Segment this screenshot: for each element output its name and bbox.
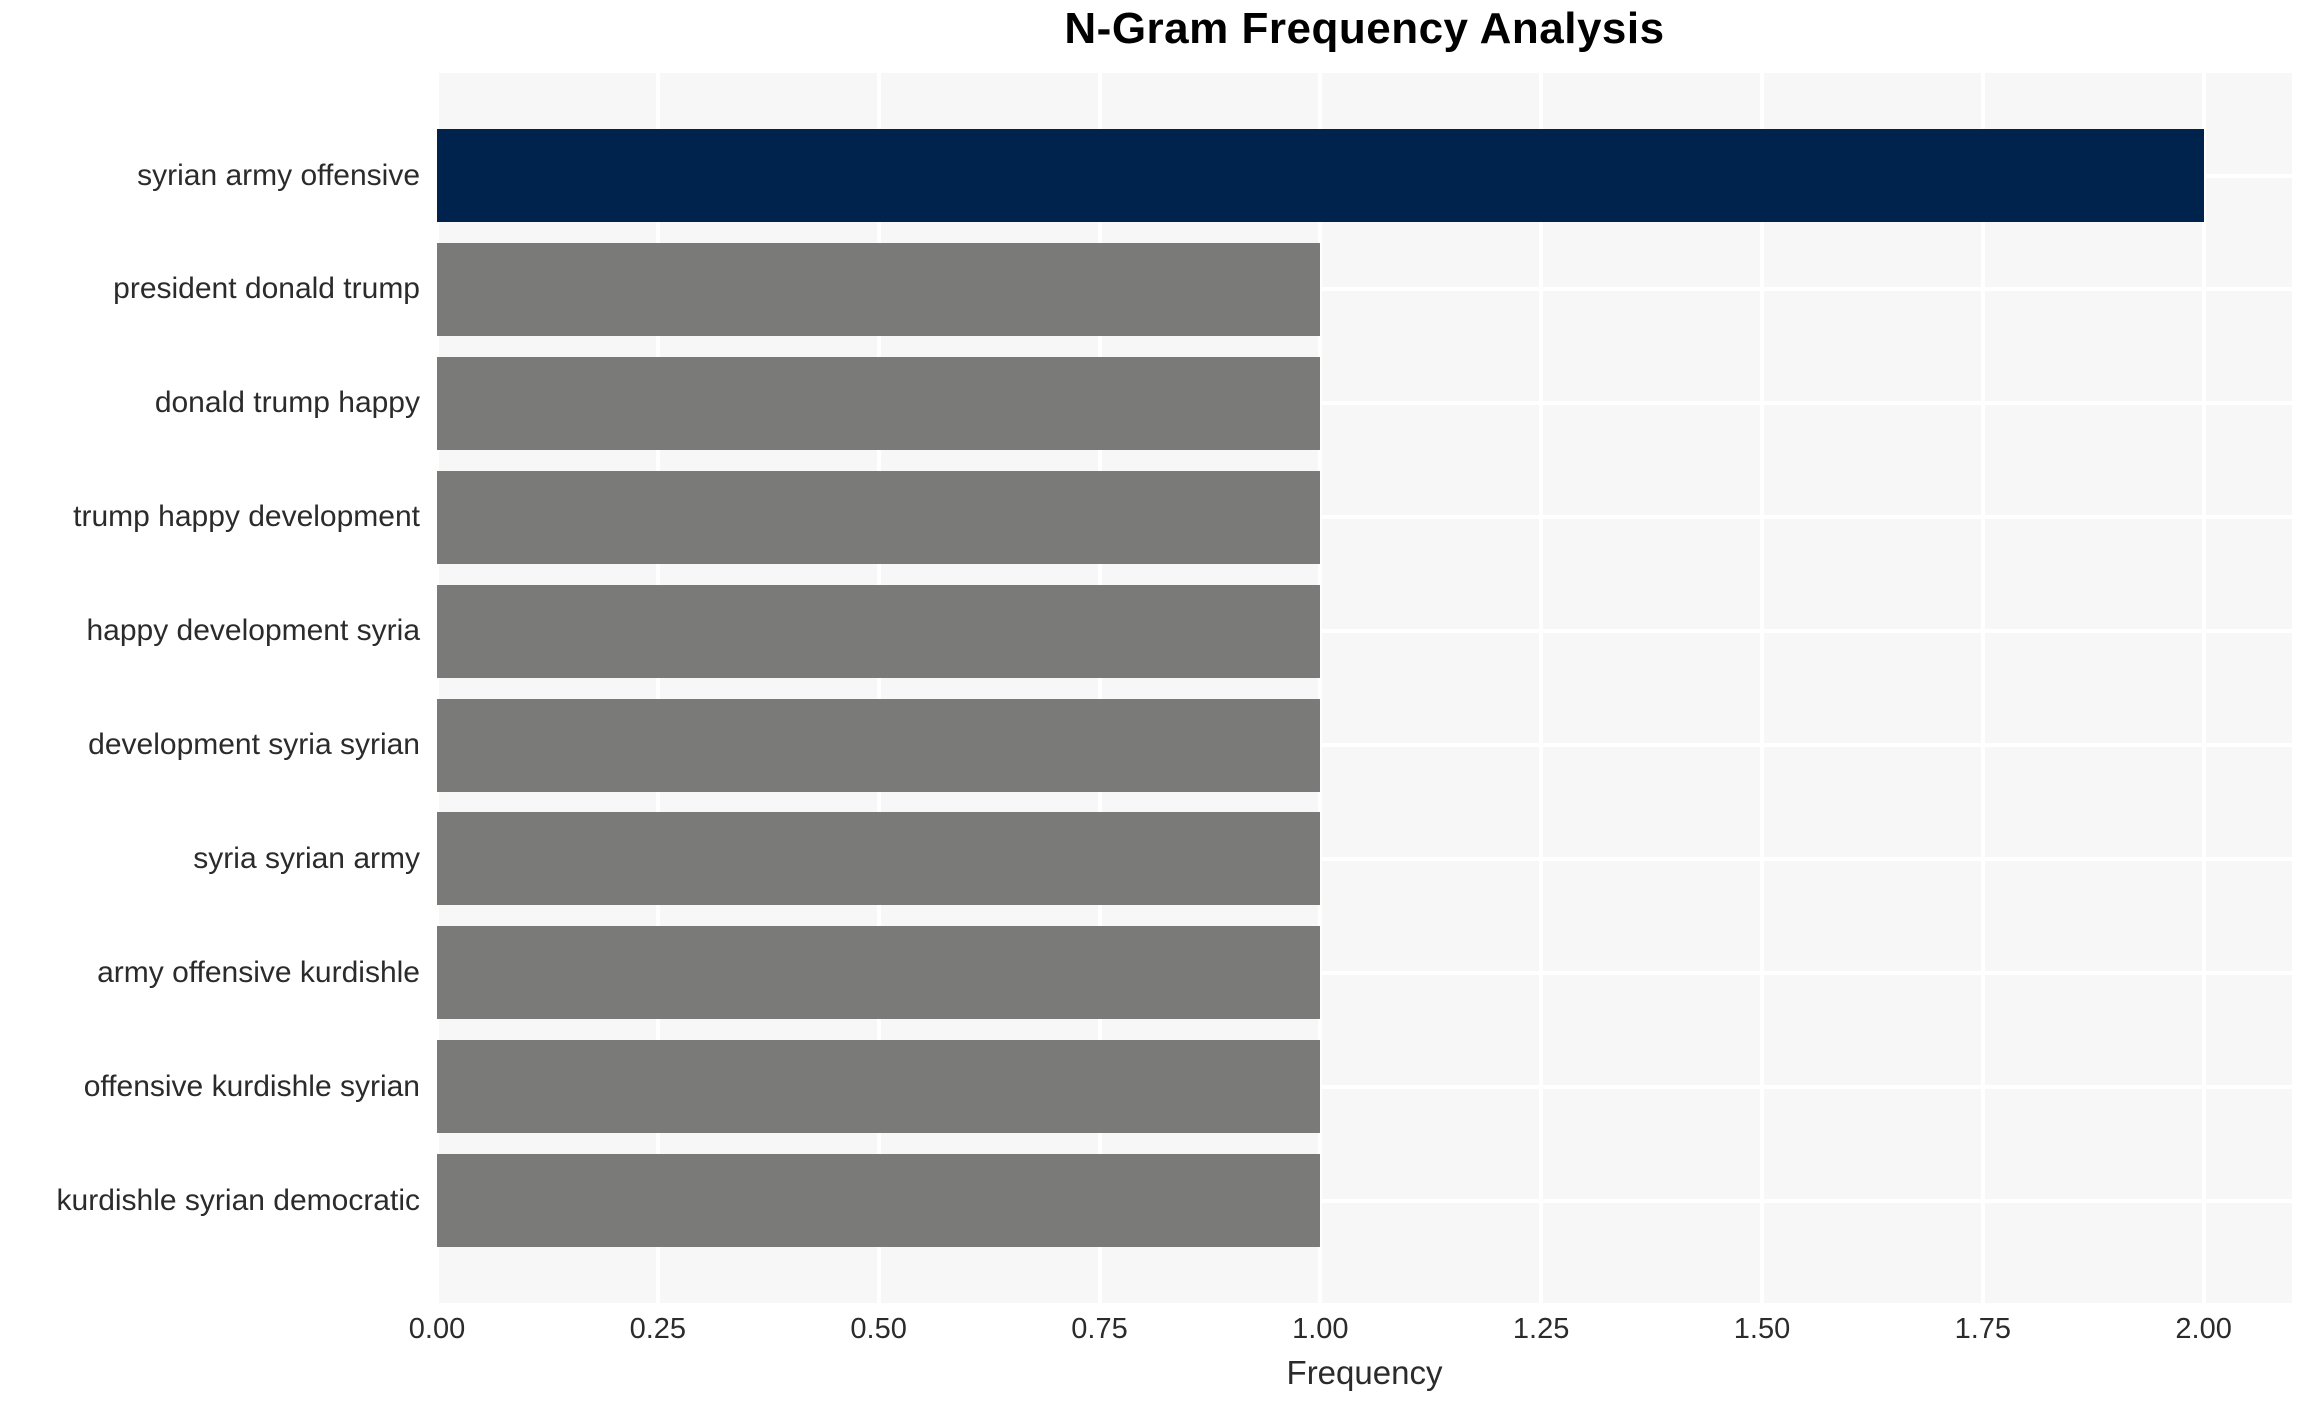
vertical-gridline bbox=[1539, 73, 1544, 1303]
vertical-gridline bbox=[1097, 73, 1102, 1303]
bar-offensive-kurdishle-syrian bbox=[437, 1040, 1321, 1134]
x-axis-tick-label: 0.00 bbox=[408, 1313, 466, 1345]
x-axis-tick-label: 2.00 bbox=[2175, 1313, 2232, 1345]
vertical-gridline bbox=[437, 73, 439, 1303]
x-axis-title: Frequency bbox=[1286, 1354, 1443, 1391]
y-axis-label: syrian army offensive bbox=[137, 158, 420, 192]
x-axis-tick-label: 1.50 bbox=[1733, 1313, 1791, 1345]
y-axis-label: happy development syria bbox=[86, 614, 420, 648]
bar-kurdishle-syrian-democratic bbox=[437, 1154, 1321, 1248]
horizontal-gridline bbox=[437, 401, 2292, 406]
bar-happy-development-syria bbox=[437, 584, 1321, 678]
x-axis-tick-label: 1.75 bbox=[1954, 1313, 2012, 1345]
horizontal-gridline bbox=[437, 743, 2292, 747]
y-axis-label: donald trump happy bbox=[154, 386, 420, 420]
bar-donald-trump-happy bbox=[437, 356, 1321, 450]
bar-president-donald-trump bbox=[437, 242, 1321, 336]
x-axis-tick-label: 1.00 bbox=[1292, 1313, 1349, 1345]
bar-syria-syrian-army bbox=[437, 812, 1321, 906]
x-axis-tick-label: 0.75 bbox=[1071, 1313, 1128, 1345]
y-axis-label: syria syrian army bbox=[193, 841, 420, 875]
y-axis-label: president donald trump bbox=[113, 272, 420, 306]
horizontal-gridline bbox=[437, 1198, 2292, 1203]
chart-title: N-Gram Frequency Analysis bbox=[1064, 4, 1665, 53]
horizontal-gridline bbox=[437, 515, 2292, 520]
bar-trump-happy-development bbox=[437, 470, 1321, 564]
x-axis-tick-label: 0.50 bbox=[850, 1313, 907, 1345]
vertical-gridline bbox=[1760, 73, 1764, 1303]
y-axis-label: offensive kurdishle syrian bbox=[83, 1069, 420, 1103]
x-axis-tick-label: 1.25 bbox=[1512, 1313, 1570, 1345]
horizontal-gridline bbox=[437, 629, 2292, 634]
y-axis-label: army offensive kurdishle bbox=[97, 955, 420, 989]
y-axis-label: development syria syrian bbox=[88, 728, 420, 761]
x-axis-tick-label: 0.25 bbox=[629, 1313, 687, 1345]
y-axis-label: kurdishle syrian democratic bbox=[56, 1183, 420, 1217]
bar-syrian-army-offensive bbox=[437, 129, 2204, 222]
bar-development-syria-syrian bbox=[437, 698, 1321, 792]
vertical-gridline bbox=[876, 73, 881, 1303]
vertical-gridline bbox=[655, 73, 660, 1303]
vertical-gridline bbox=[1318, 73, 1323, 1303]
bar-army-offensive-kurdishle bbox=[437, 926, 1321, 1020]
y-axis-label: trump happy development bbox=[73, 500, 420, 534]
horizontal-gridline bbox=[437, 970, 2292, 975]
vertical-gridline bbox=[1980, 73, 1985, 1303]
vertical-gridline bbox=[2201, 73, 2206, 1303]
horizontal-gridline bbox=[437, 287, 2292, 292]
horizontal-gridline bbox=[437, 1084, 2292, 1089]
plot-area bbox=[437, 73, 2292, 1303]
horizontal-gridline bbox=[437, 856, 2292, 861]
